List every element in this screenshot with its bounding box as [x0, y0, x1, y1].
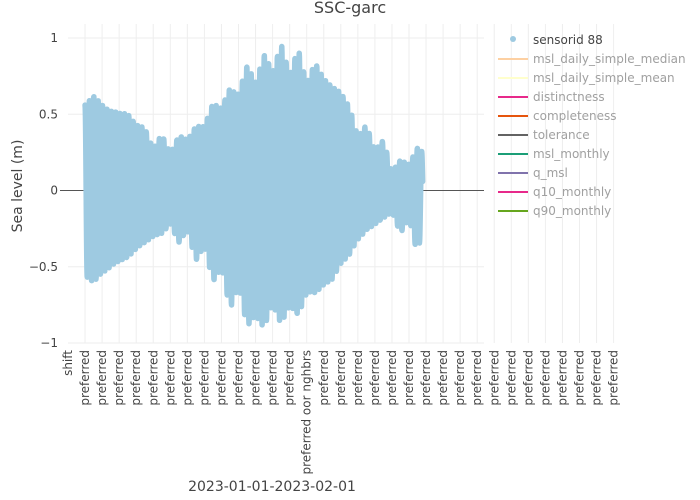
x-tick-label: shift	[61, 350, 75, 376]
legend-item[interactable]: msl_monthly	[498, 147, 610, 161]
x-tick-label: preferred	[590, 350, 604, 406]
y-tick-label: 1	[50, 31, 58, 45]
x-tick-label: preferred	[146, 350, 160, 406]
legend-label: msl_daily_simple_median	[533, 52, 686, 66]
x-tick-label: preferred	[129, 350, 143, 406]
x-tick-label: preferred	[95, 350, 109, 406]
chart-title: SSC-garc	[314, 0, 386, 17]
x-tick-label: preferred	[573, 350, 587, 406]
x-tick-label: preferred	[607, 350, 621, 406]
x-tick-label: preferred	[266, 350, 280, 406]
legend-item[interactable]: q90_monthly	[498, 204, 611, 218]
x-tick-label: preferred	[197, 350, 211, 406]
x-tick-label: preferred	[470, 350, 484, 406]
x-axis-title: 2023-01-01-2023-02-01	[188, 479, 356, 495]
x-tick-label: preferred	[436, 350, 450, 406]
legend-label: msl_monthly	[533, 147, 610, 161]
x-tick-label: preferred	[334, 350, 348, 406]
legend-item[interactable]: msl_daily_simple_median	[498, 52, 686, 66]
x-tick-label: preferred	[163, 350, 177, 406]
legend-label: msl_daily_simple_mean	[533, 71, 675, 85]
legend-item[interactable]: tolerance	[498, 128, 590, 142]
x-tick-label: preferred	[385, 350, 399, 406]
legend-item[interactable]: sensorid 88	[510, 33, 603, 47]
x-tick-label: preferred	[504, 350, 518, 406]
y-tick-label: −0.5	[29, 260, 58, 274]
legend-item[interactable]: q10_monthly	[498, 185, 611, 199]
x-tick-label: preferred oor nghbrs	[300, 350, 314, 475]
legend-label: distinctness	[533, 90, 605, 104]
series-line-sensorid-88	[82, 43, 426, 328]
x-tick-label: preferred	[521, 350, 535, 406]
x-tick-label: preferred	[112, 350, 126, 406]
x-axis-ticks: shift preferred preferred preferred preferre…	[61, 350, 621, 475]
legend-item[interactable]: completeness	[498, 109, 617, 123]
series-layer	[82, 43, 426, 328]
legend-item[interactable]: q_msl	[498, 166, 568, 180]
x-tick-label: preferred	[368, 350, 382, 406]
legend-marker	[510, 36, 516, 42]
legend-item[interactable]: distinctness	[498, 90, 605, 104]
y-tick-label: 0.5	[39, 107, 58, 121]
x-tick-label: preferred	[538, 350, 552, 406]
x-tick-label: preferred	[317, 350, 331, 406]
x-tick-label: preferred	[214, 350, 228, 406]
x-tick-label: preferred	[78, 350, 92, 406]
x-tick-label: preferred	[232, 350, 246, 406]
y-axis-ticks: 1 0.5 0 −0.5 −1	[29, 31, 58, 350]
x-tick-label: preferred	[487, 350, 501, 406]
legend-label: tolerance	[533, 128, 590, 142]
legend-label: q90_monthly	[533, 204, 611, 218]
x-tick-label: preferred	[249, 350, 263, 406]
legend-item[interactable]: msl_daily_simple_mean	[498, 71, 675, 85]
x-tick-label: preferred	[402, 350, 416, 406]
x-tick-label: preferred	[180, 350, 194, 406]
x-tick-label: preferred	[453, 350, 467, 406]
legend-label: completeness	[533, 109, 617, 123]
x-tick-label: preferred	[351, 350, 365, 406]
x-tick-label: preferred	[419, 350, 433, 406]
legend: sensorid 88 msl_daily_simple_median msl_da…	[498, 33, 686, 218]
legend-label: q_msl	[533, 166, 568, 180]
y-axis-title: Sea level (m)	[10, 140, 26, 233]
x-tick-label: preferred	[283, 350, 297, 406]
y-tick-label: −1	[40, 336, 58, 350]
y-tick-label: 0	[50, 184, 58, 198]
x-tick-label: preferred	[555, 350, 569, 406]
legend-label: q10_monthly	[533, 185, 611, 199]
legend-label: sensorid 88	[533, 33, 603, 47]
